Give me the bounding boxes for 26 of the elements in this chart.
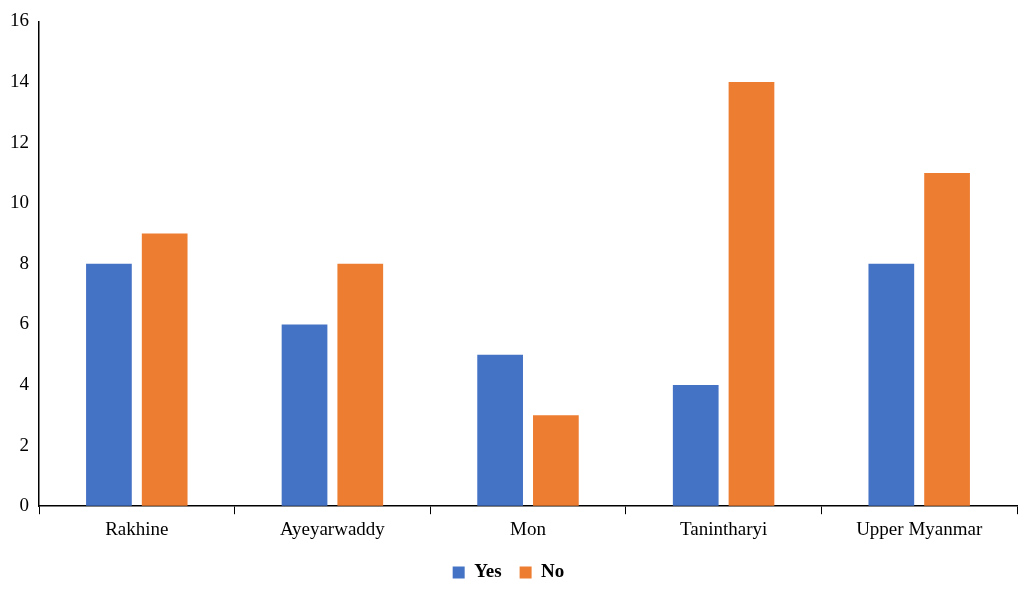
y-tick-label: 16 <box>10 9 29 31</box>
bar <box>337 263 384 506</box>
x-tick-label: Upper Myanmar <box>856 517 983 539</box>
bar <box>924 172 970 506</box>
y-tick-label: 12 <box>10 130 29 152</box>
bar <box>141 233 188 506</box>
x-tick-label: Tanintharyi <box>679 517 768 539</box>
y-tick-label: 2 <box>19 433 29 455</box>
y-tick-label: 14 <box>10 69 30 91</box>
legend-label: No <box>541 560 565 582</box>
legend-label: Yes <box>474 560 502 582</box>
y-tick-label: 8 <box>19 251 29 273</box>
y-tick-label: 4 <box>19 372 30 394</box>
y-tick-label: 10 <box>10 191 29 213</box>
bar <box>477 354 523 506</box>
x-tick-label: Ayeyarwaddy <box>279 517 386 539</box>
x-tick-label: Mon <box>510 517 547 539</box>
bar <box>533 415 579 506</box>
y-tick-label: 6 <box>19 312 29 334</box>
bar <box>868 263 915 506</box>
bar <box>86 263 132 506</box>
bar <box>728 82 775 506</box>
bar <box>281 324 328 506</box>
x-tick-label: Rakhine <box>105 517 169 539</box>
y-tick-label: 0 <box>19 494 29 516</box>
bar <box>672 385 719 506</box>
